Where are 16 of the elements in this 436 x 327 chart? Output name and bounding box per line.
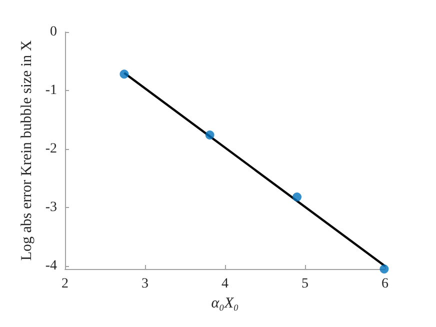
y-tick-label: -1: [45, 83, 57, 98]
y-axis-title: Log abs error Krein bubble size in X: [18, 40, 35, 261]
y-tick-label: -3: [45, 200, 57, 216]
x-tick-label: 3: [142, 276, 148, 292]
point: [292, 192, 302, 202]
x-tick-label: 2: [62, 276, 68, 292]
y-tick-label: -2: [45, 142, 57, 157]
y-tick-label: 0: [50, 24, 57, 40]
x-tick-label: 5: [302, 276, 308, 292]
point: [120, 70, 129, 79]
x-axis-title: α₀X₀: [211, 295, 239, 312]
y-tick-label: -4: [45, 258, 57, 274]
point: [205, 130, 214, 140]
x-tick-label: 6: [382, 276, 388, 292]
point: [380, 264, 389, 274]
x-tick-label: 4: [222, 276, 228, 292]
